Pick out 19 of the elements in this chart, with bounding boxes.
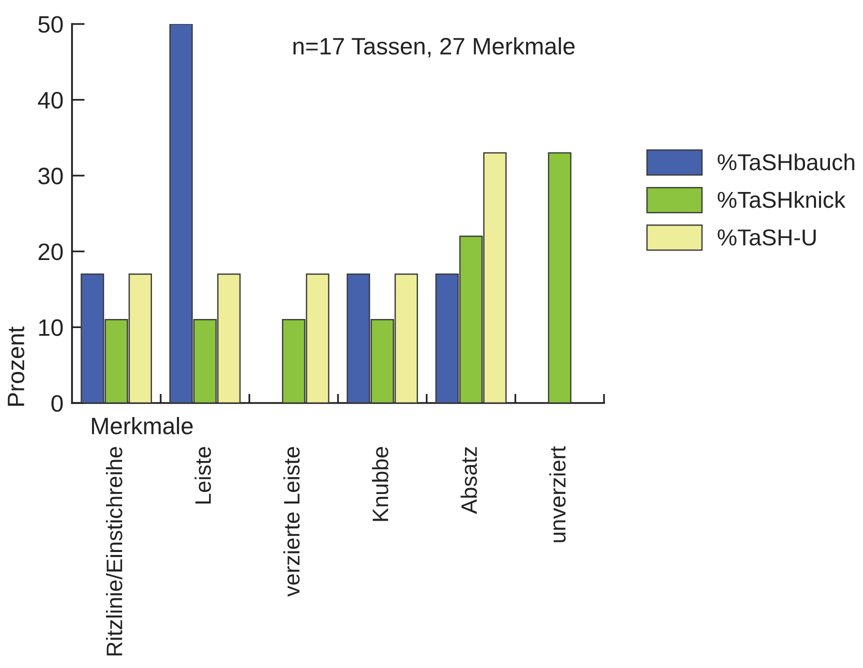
y-axis-title: Prozent [8,326,24,406]
x-tick-label: Knubbe [372,447,388,521]
x-tick-label: Absatz [460,447,477,514]
y-tick-label: 20 [38,243,63,260]
bar [548,152,572,403]
y-tick-label: 40 [38,92,63,109]
y-tick-label: 0 [51,395,63,412]
legend-label: %TaSHbauch [718,154,854,170]
y-tick-label: 10 [39,319,63,336]
x-tick-label: verzierte Leiste [283,447,300,597]
y-tick-label: 50 [38,16,63,33]
legend-label: %TaSHknick [718,191,846,208]
x-tick-label: Ritzlinie/Einstichreihe [106,447,122,656]
legend-label: %TaSH-U [718,229,816,246]
x-axis-title: Merkmale [92,417,193,434]
x-tick-label: unverziert [549,446,566,542]
y-tick-label: 30 [38,168,63,184]
x-tick-label: Leiste [194,447,211,504]
annotation: n=17 Tassen, 27 Merkmale [293,37,575,58]
